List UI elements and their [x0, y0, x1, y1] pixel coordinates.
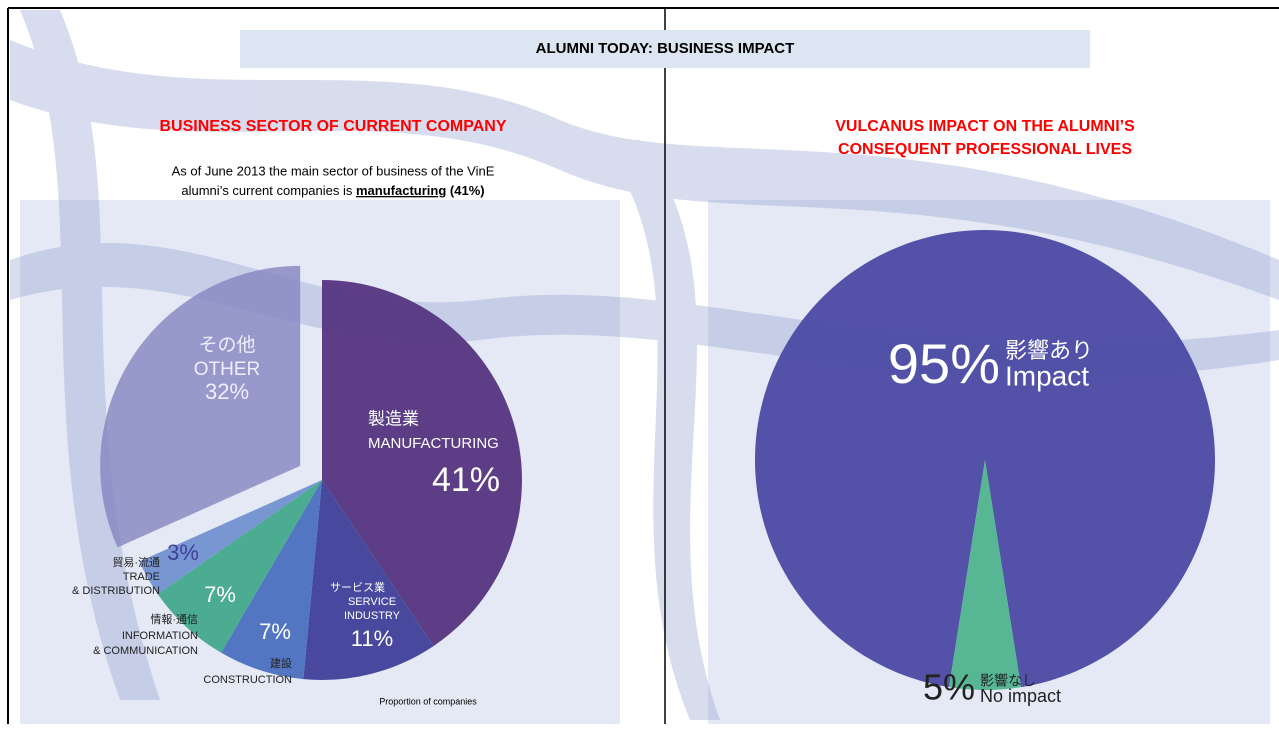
pie-slice: [949, 460, 1021, 690]
slice-label: その他: [198, 334, 255, 356]
title-box: [240, 30, 1090, 68]
slice-label: 製造業: [368, 409, 419, 428]
value-label: 32%: [205, 379, 249, 404]
pie-slice: [221, 480, 322, 680]
right-heading: CONSEQUENT PROFESSIONAL LIVES: [838, 141, 1132, 158]
pie-slice: [322, 280, 522, 647]
left-heading: BUSINESS SECTOR OF CURRENT COMPANY: [160, 118, 507, 135]
value-label: 7%: [259, 619, 291, 644]
value-label: 3%: [167, 540, 199, 565]
slice-label: 影響なし: [980, 673, 1036, 689]
slice-label: & DISTRIBUTION: [72, 585, 160, 597]
slice-label: MANUFACTURING: [368, 435, 499, 452]
pie-slice: [303, 480, 434, 680]
text-run: alumni’s current companies is: [181, 183, 352, 198]
slice-label: INDUSTRY: [344, 610, 401, 622]
pie-slice: [755, 230, 1215, 688]
value-label: 95%: [888, 332, 1000, 395]
pie-slice: [139, 480, 322, 595]
text-run: (41%): [450, 183, 485, 198]
value-label: 7%: [204, 582, 236, 607]
slice-label: & COMMUNICATION: [93, 645, 198, 657]
slice-label: CONSTRUCTION: [203, 674, 292, 686]
pie-slice: [100, 265, 301, 548]
slice-label: OTHER: [194, 359, 261, 380]
slice-label: サービス業: [330, 581, 385, 594]
slice-label: 情報·通信: [150, 613, 198, 626]
slice-label: 建設: [270, 656, 292, 670]
value-label: 41%: [432, 461, 500, 499]
slice-label: 貿易·流通: [112, 555, 160, 569]
value-label: 11%: [351, 626, 393, 651]
text-run: manufacturing: [356, 183, 446, 198]
slice-label: Impact: [1005, 360, 1089, 391]
slice-label: INFORMATION: [122, 630, 198, 642]
value-label: 5%: [923, 667, 975, 708]
pie-slice: [157, 480, 322, 653]
slide-title: ALUMNI TODAY: BUSINESS IMPACT: [536, 40, 795, 57]
right-heading: VULCANUS IMPACT ON THE ALUMNI’S: [835, 118, 1135, 135]
slice-label: SERVICE: [348, 596, 396, 608]
left-text: As of June 2013 the main sector of busin…: [172, 163, 495, 178]
slice-label: TRADE: [123, 571, 160, 583]
left-text: alumni’s current companies is manufactur…: [181, 183, 484, 198]
slice-label: 影響あり: [1005, 338, 1093, 363]
chart-caption: Proportion of companies: [379, 696, 477, 706]
slice-label: No impact: [980, 686, 1061, 706]
